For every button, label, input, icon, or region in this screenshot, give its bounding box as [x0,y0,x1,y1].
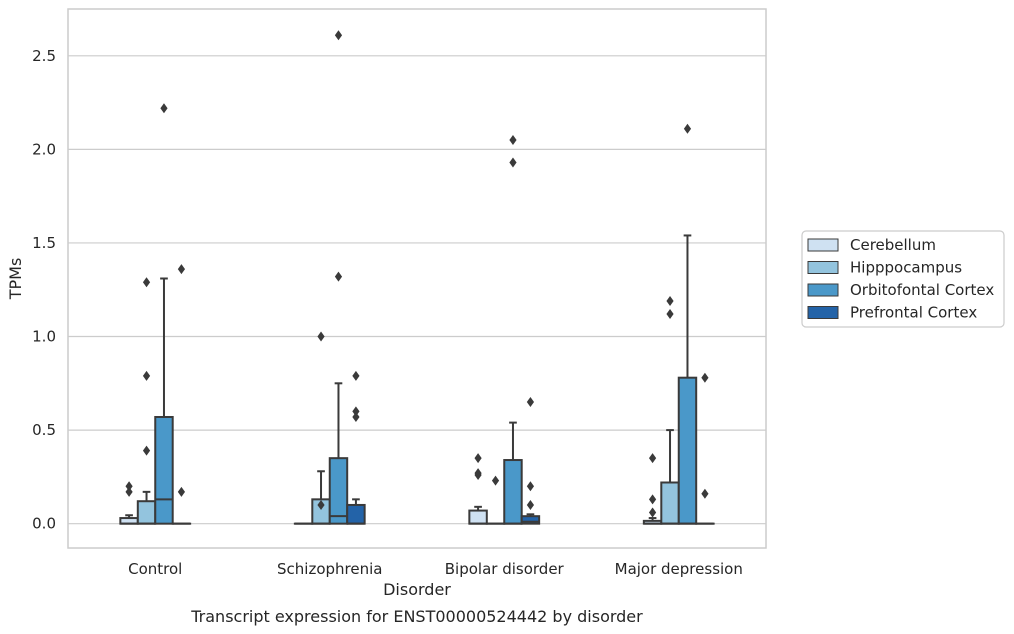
y-tick-label: 0.5 [32,421,56,439]
box-iqr [154,415,174,525]
outlier-point [701,372,709,383]
y-tick-label: 1.5 [32,234,56,252]
x-tick-label: Bipolar disorder [445,560,565,578]
box-iqr [328,457,349,525]
outlier-point [160,103,168,114]
box-orbitofontal-cortex [677,123,698,525]
outlier-point [352,406,360,417]
box-hipppocampus [660,295,680,525]
outlier-point [142,277,151,288]
outlier-point [509,135,517,146]
outlier-point [352,370,360,381]
legend-label: Cerebellum [850,236,936,254]
legend-swatch [807,238,839,252]
legend-frame [801,230,1005,328]
y-tick-labels: 0.0 0.5 1.0 1.5 2.0 2.5 [32,47,56,533]
y-tick-label: 2.0 [32,140,56,158]
x-axis-label: Disorder [383,580,451,599]
outlier-point [317,499,325,510]
box-cerebellum [119,481,139,525]
boxes [119,30,715,525]
outlier-point [526,397,535,408]
legend-label: Prefrontal Cortex [850,304,977,322]
outlier-point [317,331,325,342]
outlier-point [177,264,186,275]
box-orbitofontal-cortex [503,135,523,525]
box-iqr [520,515,541,525]
outlier-point [142,370,151,381]
outlier-point [474,468,482,479]
y-tick-label: 2.5 [32,47,56,65]
x-tick-label: Major depression [615,560,743,578]
y-tick-label: 0.0 [32,515,56,533]
box-iqr [503,459,523,525]
x-tick-labels: Control Schizophrenia Bipolar disorder Majo… [128,560,743,578]
box-iqr [468,509,488,525]
box-prefrontal-cortex [346,370,366,525]
outlier-point [526,481,535,492]
box-prefrontal-cortex [520,397,541,525]
outlier-point [648,494,657,505]
legend-swatch [807,261,839,274]
box-iqr [677,376,698,525]
outlier-point [526,499,535,510]
outlier-point [125,481,133,492]
x-tick-label: Control [128,560,182,578]
y-axis-label: TPMs [6,258,25,301]
box-iqr [346,503,366,525]
y-tick-label: 1.0 [32,328,56,346]
legend-swatch [807,283,839,297]
box-hipppocampus [136,277,157,525]
outlier-point [474,453,482,464]
box-hipppocampus [311,331,331,525]
outlier-point [648,507,657,518]
box-cerebellum [468,453,488,525]
outlier-point [666,295,674,306]
box-hipppocampus [485,475,506,525]
outlier-point [177,486,186,497]
outlier-point [491,475,500,486]
box-iqr [660,481,680,525]
outlier-point [352,411,360,422]
outlier-point [509,157,517,168]
outlier-point [142,445,151,456]
legend-swatch [807,306,839,319]
figure-caption: Transcript expression for ENST0000052444… [190,607,643,626]
box-prefrontal-cortex [171,264,192,525]
outlier-point [666,309,674,320]
box-prefrontal-cortex [695,372,715,525]
legend: Cerebellum Hipppocampus Orbitofontal Corte… [801,230,1005,328]
box-cerebellum [642,453,663,525]
outlier-point [648,453,657,464]
outlier-point [701,488,709,499]
plot-frame [67,8,767,549]
outlier-point [334,30,343,41]
box-orbitofontal-cortex [328,30,349,525]
outlier-point [334,271,343,282]
box-iqr [136,500,157,525]
legend-label: Orbitofontal Cortex [850,281,994,299]
outlier-point [125,486,133,497]
legend-label: Hipppocampus [850,259,962,277]
x-tick-label: Schizophrenia [277,560,382,578]
outlier-point [683,123,692,134]
box-orbitofontal-cortex [154,103,174,525]
